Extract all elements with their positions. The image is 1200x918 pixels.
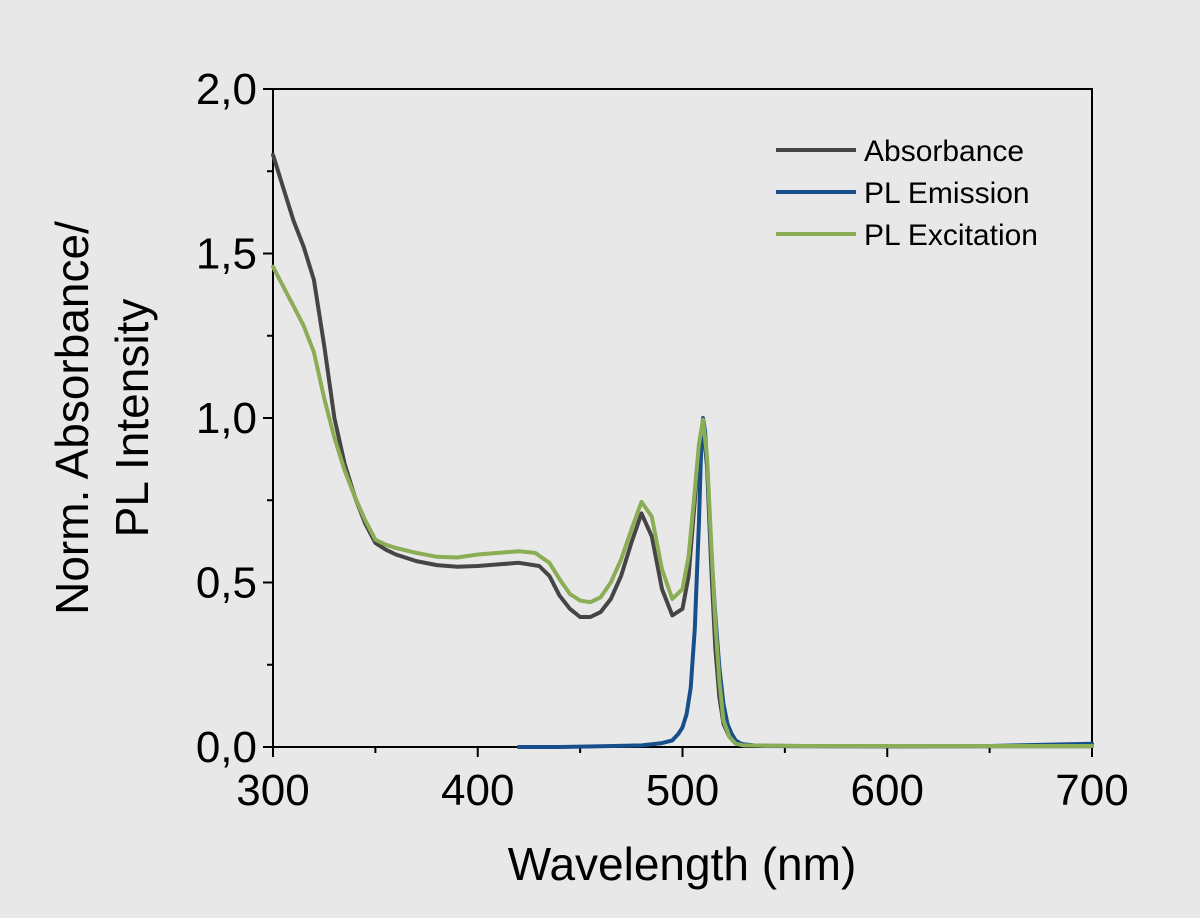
legend-label: PL Emission (864, 177, 1030, 210)
x-tick-label: 300 (236, 766, 309, 815)
y-tick-label: 2,0 (196, 65, 257, 114)
y-axis-title-line2: PL Intensity (106, 299, 158, 538)
axis-ticks (263, 88, 1093, 757)
y-axis-title: Norm. Absorbance/ PL Intensity (46, 221, 158, 615)
y-tick-labels: 0,0 0,5 1,0 1,5 2,0 (196, 65, 257, 772)
x-tick-label: 400 (441, 766, 514, 815)
x-axis-title: Wavelength (nm) (508, 838, 857, 890)
legend: Absorbance PL Emission PL Excitation (776, 135, 1038, 252)
x-tick-label: 500 (646, 766, 719, 815)
y-tick-label: 0,0 (196, 723, 257, 772)
x-tick-label: 600 (851, 766, 924, 815)
y-tick-label: 0,5 (196, 559, 257, 608)
series-line-pl-excitation (271, 264, 1094, 748)
y-tick-label: 1,0 (196, 394, 257, 443)
x-tick-label: 700 (1055, 766, 1128, 815)
x-tick-labels: 300 400 500 600 700 (236, 766, 1128, 815)
legend-label: Absorbance (864, 135, 1024, 168)
legend-label: PL Excitation (864, 219, 1038, 252)
y-axis-title-line1: Norm. Absorbance/ (46, 221, 98, 615)
series-layer (271, 152, 1094, 749)
y-tick-label: 1,5 (196, 230, 257, 279)
